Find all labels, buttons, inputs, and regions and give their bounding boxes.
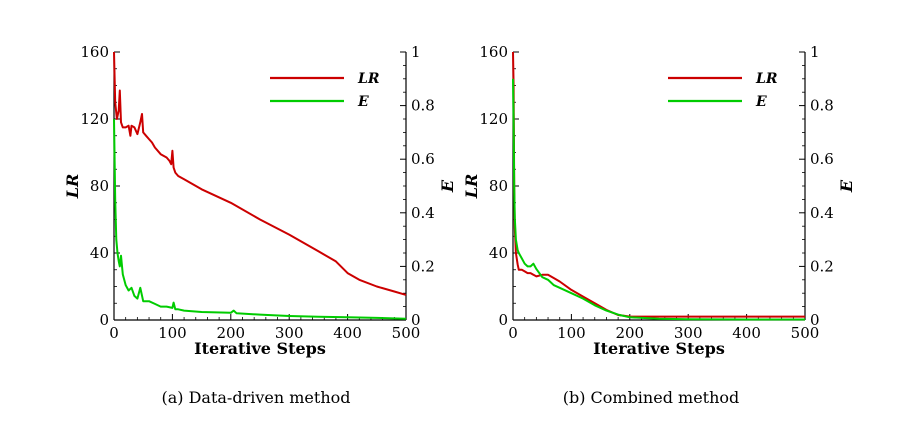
x-tick-label: 200 [216, 324, 245, 342]
x-tick-label: 400 [333, 324, 362, 342]
y2-tick-label: 0.2 [411, 257, 435, 275]
y2-axis-label: E [837, 179, 856, 193]
y-tick-label: 40 [489, 244, 508, 262]
y2-tick-label: 0.4 [810, 204, 834, 222]
y2-tick-label: 1 [411, 43, 421, 61]
x-tick-label: 300 [275, 324, 304, 342]
y2-tick-label: 0.8 [810, 97, 834, 115]
series-line-e [512, 78, 805, 321]
y-tick-label: 160 [479, 43, 508, 61]
x-tick-label: 100 [557, 324, 586, 342]
legend-label-lr: LR [357, 71, 379, 87]
figure-caption: (a) Data-driven method [161, 388, 350, 407]
y2-tick-label: 0 [810, 311, 820, 329]
y2-tick-label: 0 [411, 311, 421, 329]
legend-label-e: E [357, 94, 369, 110]
x-tick-label: 500 [392, 324, 421, 342]
y-tick-label: 80 [489, 177, 508, 195]
x-tick-label: 100 [158, 324, 187, 342]
y-tick-label: 0 [498, 311, 508, 329]
y2-tick-label: 1 [810, 43, 820, 61]
x-tick-label: 300 [674, 324, 703, 342]
y-tick-label: 0 [99, 311, 109, 329]
x-tick-label: 500 [791, 324, 820, 342]
y2-axis-label: E [438, 179, 457, 193]
x-tick-label: 400 [732, 324, 761, 342]
series-line-e [113, 118, 407, 320]
x-axis-label: Iterative Steps [593, 339, 725, 358]
y-axis-label: LR [63, 174, 82, 200]
x-tick-label: 0 [508, 324, 518, 342]
y2-tick-label: 0.2 [810, 257, 834, 275]
legend-label-e: E [755, 94, 767, 110]
y2-tick-label: 0.6 [810, 150, 834, 168]
legend-label-lr: LR [755, 71, 777, 87]
x-tick-label: 0 [109, 324, 119, 342]
x-axis-label: Iterative Steps [194, 339, 326, 358]
y-tick-label: 80 [90, 177, 109, 195]
series-line-lr [113, 51, 407, 296]
y2-tick-label: 0.6 [411, 150, 435, 168]
figure-caption: (b) Combined method [563, 388, 740, 407]
y2-tick-label: 0.4 [411, 204, 435, 222]
y-tick-label: 40 [90, 244, 109, 262]
y-tick-label: 120 [80, 110, 109, 128]
x-tick-label: 200 [615, 324, 644, 342]
y2-tick-label: 0.8 [411, 97, 435, 115]
series-line-lr [512, 51, 805, 318]
y-axis-label: LR [462, 174, 481, 200]
y-tick-label: 160 [80, 43, 109, 61]
y-tick-label: 120 [479, 110, 508, 128]
